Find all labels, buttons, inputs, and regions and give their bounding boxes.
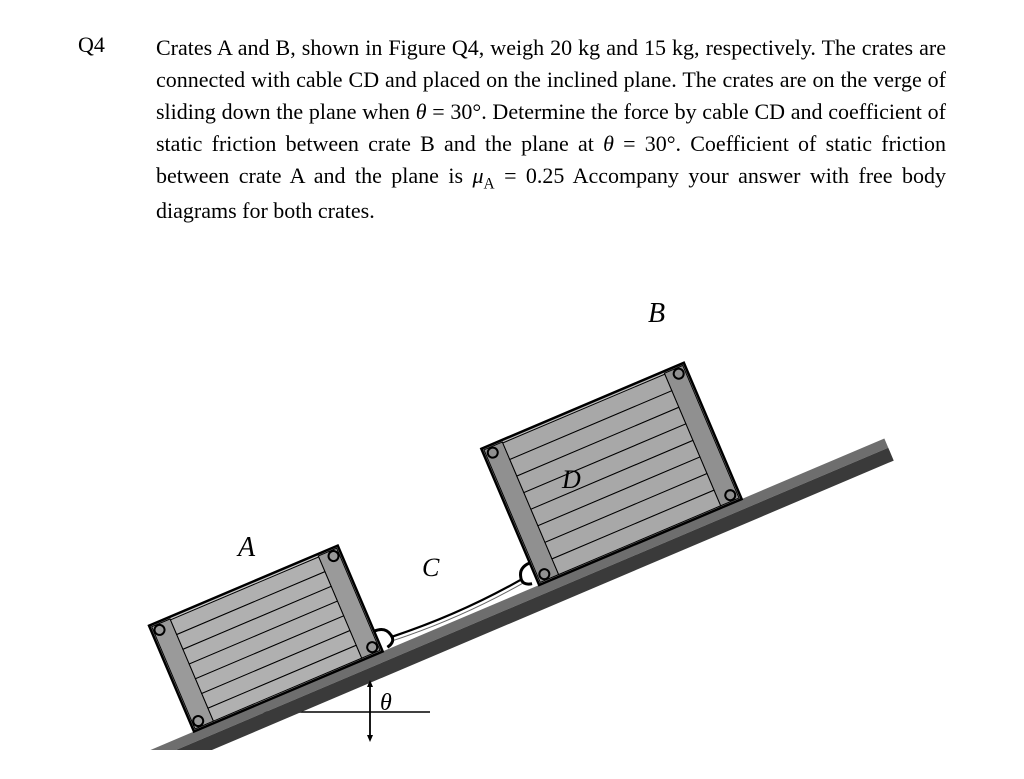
- question-text: Crates A and B, shown in Figure Q4, weig…: [156, 32, 946, 227]
- angle-theta: [367, 680, 373, 742]
- label-a: A: [236, 532, 256, 563]
- crate-b: [468, 363, 742, 591]
- label-b: B: [648, 298, 665, 329]
- theta-1: θ: [416, 99, 427, 124]
- label-theta: θ: [380, 690, 392, 716]
- theta-2: θ: [603, 131, 614, 156]
- question-label: Q4: [78, 32, 105, 58]
- mu: μ: [472, 163, 483, 188]
- mu-sub: A: [484, 175, 495, 192]
- label-c: C: [422, 553, 440, 582]
- incline-group: [120, 302, 894, 750]
- label-d: D: [561, 465, 581, 494]
- figure: A C D B θ: [120, 260, 940, 750]
